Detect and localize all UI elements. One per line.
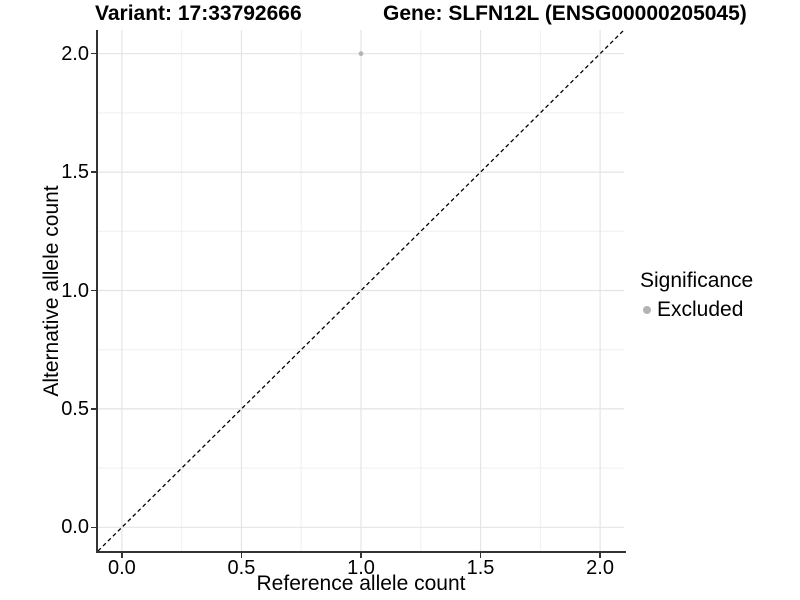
y-tick-mark xyxy=(91,408,96,410)
legend-title: Significance xyxy=(640,269,754,292)
plot-title-gene: Gene: SLFN12L (ENSG00000205045) xyxy=(383,2,747,25)
x-tick-mark xyxy=(121,553,123,558)
x-axis-line xyxy=(96,551,626,553)
legend-item-label: Excluded xyxy=(657,298,744,321)
identity-reference-line xyxy=(97,29,625,552)
legend-item: Excluded xyxy=(640,297,753,322)
y-tick-label: 2.0 xyxy=(61,42,89,65)
x-tick-label: 2.0 xyxy=(586,557,614,579)
y-axis-line xyxy=(96,30,98,553)
y-tick-mark xyxy=(91,526,96,529)
x-tick-mark xyxy=(240,553,243,558)
x-tick-label: 0.5 xyxy=(227,557,256,579)
x-axis-title: Reference allele count xyxy=(256,572,466,595)
legend: Significance Excluded xyxy=(640,268,753,322)
y-axis-title: Alternative allele count xyxy=(40,185,63,397)
y-tick-mark xyxy=(91,289,96,292)
x-tick-label: 0.0 xyxy=(108,557,136,579)
x-tick-label: 1.0 xyxy=(347,557,375,579)
plot-title-variant: Variant: 17:33792666 xyxy=(95,2,302,25)
data-point-excluded xyxy=(358,51,364,57)
legend-items: Excluded xyxy=(640,297,753,322)
y-tick-label: 1.0 xyxy=(61,279,89,302)
x-tick-mark xyxy=(599,553,601,558)
y-tick-label: 0.5 xyxy=(61,397,89,420)
y-tick-label: 1.5 xyxy=(61,161,89,184)
y-tick-mark xyxy=(91,52,96,55)
x-tick-label: 1.5 xyxy=(466,557,495,579)
y-tick-mark xyxy=(91,171,96,173)
y-tick-label: 0.0 xyxy=(61,516,89,539)
legend-key-dot-icon xyxy=(643,305,651,314)
plot-panel xyxy=(97,29,625,552)
x-tick-mark xyxy=(479,553,482,558)
x-tick-mark xyxy=(360,553,362,558)
plot-canvas xyxy=(97,29,625,552)
